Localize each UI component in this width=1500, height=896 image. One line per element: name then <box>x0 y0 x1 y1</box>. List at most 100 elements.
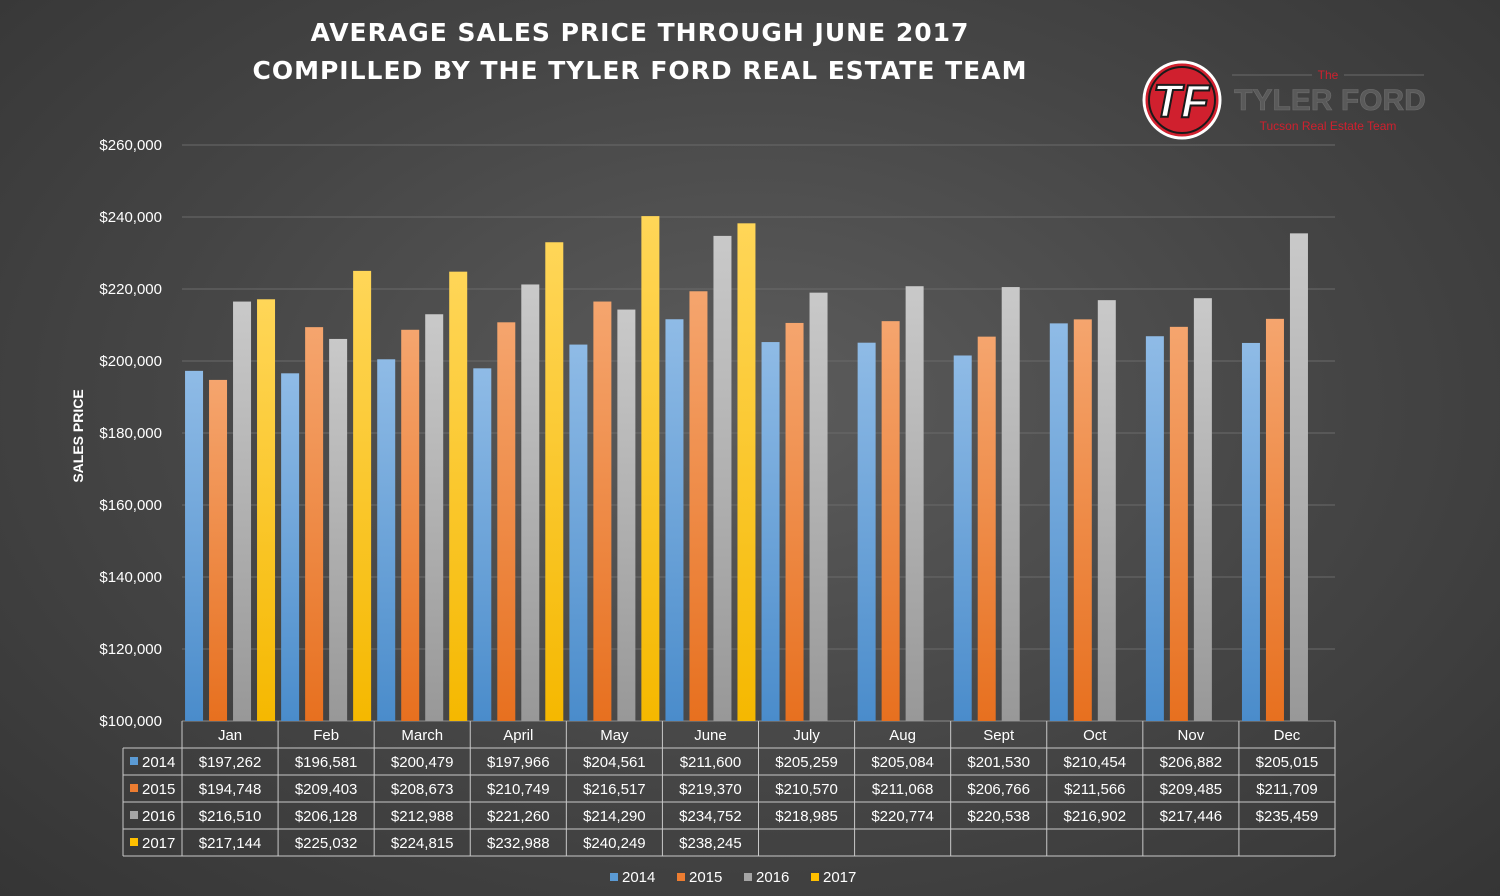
bar-2015-dec <box>1265 318 1284 721</box>
bars <box>185 216 1308 721</box>
data-label: $214,290 <box>583 808 646 825</box>
bar-2014-jan <box>185 370 204 721</box>
chart-title: AVERAGE SALES PRICE THROUGH JUNE 2017 CO… <box>90 14 1190 90</box>
data-label: $194,748 <box>199 781 262 798</box>
legend-entry: 2017 <box>823 869 856 886</box>
data-label: $240,249 <box>583 835 646 852</box>
logo-prefix: The <box>1318 68 1339 82</box>
bar-2014-april <box>473 368 492 721</box>
category-label: July <box>793 727 820 744</box>
data-label: $204,561 <box>583 754 646 771</box>
data-label: $216,902 <box>1064 808 1127 825</box>
bar-2015-may <box>593 301 612 721</box>
bar-2017-march <box>449 271 468 721</box>
category-label: Nov <box>1178 727 1205 744</box>
data-label: $220,538 <box>967 808 1030 825</box>
bar-2016-feb <box>329 338 348 721</box>
bar-2014-may <box>569 344 588 721</box>
bar-2015-march <box>401 329 420 721</box>
bar-2017-april <box>545 242 564 721</box>
data-label: $211,709 <box>1256 781 1317 798</box>
bar-2014-july <box>761 342 780 721</box>
category-label: June <box>694 727 727 744</box>
data-label: $200,479 <box>391 754 454 771</box>
y-axis-title: SALES PRICE <box>70 389 86 482</box>
bar-2014-june <box>665 319 684 721</box>
bar-2014-dec <box>1241 342 1260 721</box>
data-label: $216,517 <box>583 781 646 798</box>
bar-2015-aug <box>881 321 900 721</box>
bar-2014-sept <box>953 355 972 721</box>
table-series-swatch <box>130 784 138 792</box>
category-label: Feb <box>313 727 339 744</box>
bar-2016-oct <box>1097 300 1116 721</box>
category-label: March <box>401 727 443 744</box>
bar-2017-feb <box>353 270 372 721</box>
data-label: $212,988 <box>391 808 454 825</box>
bar-2016-may <box>617 309 636 721</box>
y-tick-label: $240,000 <box>99 209 162 226</box>
bar-2016-dec <box>1289 233 1308 721</box>
bar-2016-march <box>425 314 444 721</box>
data-label: $220,774 <box>871 808 934 825</box>
data-label: $211,600 <box>680 754 741 771</box>
bar-2016-april <box>521 284 540 721</box>
legend: 2014 2015 2016 2017 <box>610 869 856 886</box>
data-label: $221,260 <box>487 808 550 825</box>
legend-swatch <box>811 873 819 881</box>
logo-name: TYLER FORD <box>1234 84 1426 117</box>
bar-2015-sept <box>977 336 996 721</box>
data-label: $219,370 <box>679 781 742 798</box>
bar-2015-april <box>497 322 516 721</box>
data-label: $209,403 <box>295 781 358 798</box>
data-label: $206,766 <box>967 781 1030 798</box>
data-label: $205,084 <box>871 754 934 771</box>
data-label: $217,446 <box>1160 808 1223 825</box>
data-label: $210,749 <box>487 781 550 798</box>
data-label: $209,485 <box>1160 781 1223 798</box>
bar-2017-jan <box>257 299 276 721</box>
data-label: $210,454 <box>1064 754 1127 771</box>
data-label: $197,966 <box>487 754 550 771</box>
logo-monogram: TF <box>1153 75 1211 127</box>
bar-2014-aug <box>857 342 876 721</box>
data-label: $232,988 <box>487 835 550 852</box>
bar-2017-may <box>641 216 660 721</box>
legend-swatch <box>677 873 685 881</box>
bar-2015-july <box>785 322 804 721</box>
table-series-name: 2017 <box>142 835 175 852</box>
bar-2014-nov <box>1145 336 1164 721</box>
legend-swatch <box>744 873 752 881</box>
data-label: $197,262 <box>199 754 262 771</box>
data-label: $211,566 <box>1064 781 1125 798</box>
category-label: Sept <box>983 727 1015 744</box>
data-label: $206,128 <box>295 808 358 825</box>
data-label: $216,510 <box>199 808 262 825</box>
data-label: $206,882 <box>1160 754 1223 771</box>
category-label: Oct <box>1083 727 1107 744</box>
title-line-1: AVERAGE SALES PRICE THROUGH JUNE 2017 <box>310 18 970 47</box>
data-label: $205,259 <box>775 754 838 771</box>
logo-circle-icon <box>1142 60 1222 140</box>
data-label: $224,815 <box>391 835 454 852</box>
table-series-name: 2014 <box>142 754 175 771</box>
bar-2015-june <box>689 291 708 721</box>
data-label: $234,752 <box>679 808 742 825</box>
legend-entry: 2014 <box>622 869 655 886</box>
bar-2014-oct <box>1049 323 1068 721</box>
data-label: $201,530 <box>967 754 1030 771</box>
y-tick-label: $160,000 <box>99 497 162 514</box>
table-series-swatch <box>130 838 138 846</box>
bar-2017-june <box>737 223 756 721</box>
data-label: $210,570 <box>775 781 838 798</box>
data-label: $211,068 <box>872 781 933 798</box>
data-label: $196,581 <box>295 754 358 771</box>
bar-2016-nov <box>1193 298 1212 721</box>
bar-2014-feb <box>281 373 300 721</box>
y-tick-label: $260,000 <box>99 137 162 154</box>
data-label: $235,459 <box>1256 808 1319 825</box>
logo-ring-icon <box>1148 66 1216 134</box>
data-label: $205,015 <box>1256 754 1319 771</box>
table-series-name: 2015 <box>142 781 175 798</box>
